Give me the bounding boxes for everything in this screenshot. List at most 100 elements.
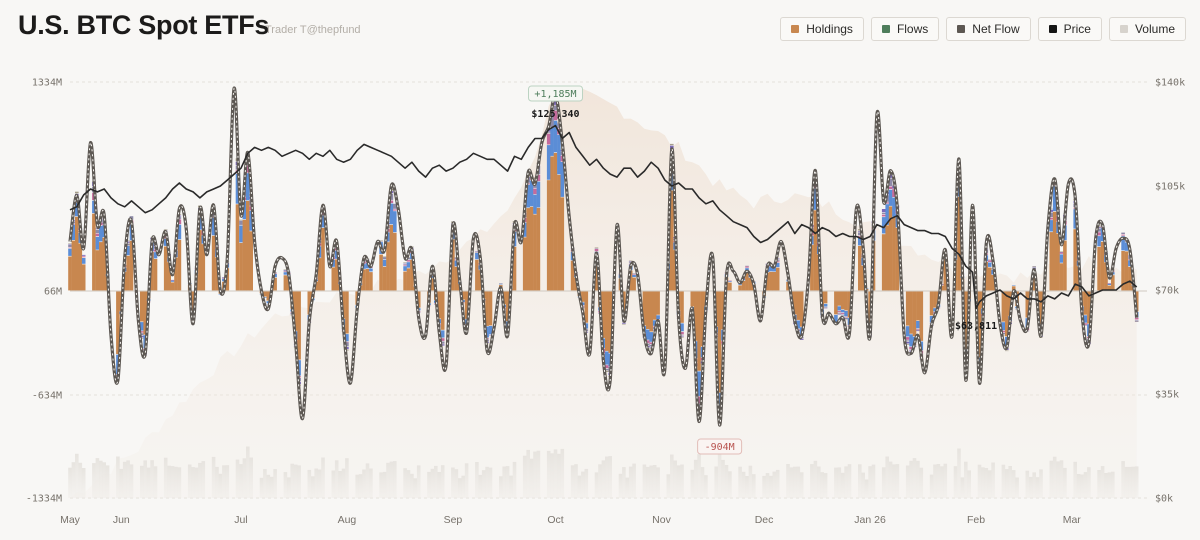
volume-bar (81, 468, 86, 498)
flow-bar-segment (78, 243, 83, 291)
flow-bar-segment (393, 203, 397, 209)
flow-bar-segment (1100, 241, 1105, 291)
flow-bar-segment (895, 227, 900, 291)
flow-bar-segment (813, 188, 818, 210)
legend-toggle-holdings[interactable]: Holdings (780, 17, 864, 41)
volume-bar (509, 475, 513, 498)
flow-bar-segment (1121, 232, 1125, 234)
volume-bar (810, 464, 814, 498)
volume-bar (1111, 471, 1115, 498)
flow-bar-segment (1049, 212, 1054, 217)
flow-bar-segment (334, 259, 339, 291)
volume-bar (652, 465, 657, 498)
volume-bar (406, 470, 411, 498)
flow-bar-segment (283, 270, 288, 271)
volume-bar (413, 478, 418, 498)
volume-bar (68, 467, 72, 498)
volume-bar (953, 466, 958, 498)
flow-bar-segment (881, 209, 886, 213)
flow-bar-segment (786, 281, 790, 291)
price-line-path (69, 124, 1138, 310)
flow-bar-segment (670, 190, 674, 291)
volume-bar (649, 465, 653, 498)
volume-bar (786, 464, 790, 498)
volume-bar (150, 460, 154, 498)
flow-bar-segment (594, 247, 599, 248)
flow-bar-segment (793, 291, 797, 315)
flow-bar-segment (892, 197, 896, 217)
min-price-label: $63,811 (955, 321, 997, 332)
volume-bar (382, 471, 387, 498)
volume-bar (75, 453, 79, 498)
flow-bar-segment (1134, 321, 1139, 322)
volume-bar (940, 466, 944, 498)
flow-bar-segment (382, 256, 387, 257)
flow-bar-segment (464, 291, 469, 319)
legend-label: Price (1063, 22, 1091, 36)
volume-bar (146, 467, 151, 498)
flow-bar-segment (92, 200, 96, 214)
volume-bar (1128, 466, 1132, 498)
legend-toggle-volume[interactable]: Volume (1108, 17, 1186, 41)
net-flow-curve-dash (69, 87, 1138, 426)
flow-bar-segment (263, 297, 267, 298)
flow-bar-segment (888, 206, 893, 291)
volume-bar (307, 469, 312, 498)
flow-bar-segment (1059, 252, 1064, 253)
flow-bar-segment (546, 132, 551, 134)
volume-bar (119, 468, 124, 498)
flow-bar-segment (1032, 273, 1036, 291)
legend-toggle-net-flow[interactable]: Net Flow (946, 17, 1031, 41)
volume-bar (331, 470, 336, 498)
flow-bar-segment (622, 324, 626, 325)
flow-bar-segment (81, 256, 86, 258)
volume-bar (1001, 464, 1006, 498)
flow-bar-segment (1121, 236, 1125, 251)
flow-bar-segment (81, 264, 86, 291)
volume-bar (163, 457, 168, 498)
legend-toggle-flows[interactable]: Flows (870, 17, 940, 41)
flow-bar-segment (345, 341, 349, 343)
flow-bar-segment (837, 311, 842, 313)
flow-bar-segment (844, 316, 848, 318)
volume-bar (546, 450, 551, 498)
flow-bar-segment (984, 261, 989, 291)
flow-bar-segment (389, 200, 394, 203)
flow-bar-segment (440, 291, 445, 330)
flow-bar-segment (68, 248, 72, 256)
price-line (69, 124, 1138, 310)
flow-bar-segment (717, 291, 722, 393)
flow-bar-segment (957, 197, 961, 291)
flow-bar-segment (858, 237, 862, 246)
volume-bar (847, 464, 852, 498)
volume-bar (246, 446, 250, 498)
flow-bar-segment (382, 259, 387, 267)
legend-toggle-price[interactable]: Price (1037, 17, 1102, 41)
flow-bar-segment (345, 342, 349, 347)
volume-bar (909, 460, 913, 498)
flow-bar-segment (283, 269, 288, 270)
flow-bar-segment (140, 335, 144, 338)
volume-bar (1025, 470, 1030, 498)
flow-bar-segment (649, 342, 653, 344)
flow-bar-segment (909, 349, 913, 351)
volume-bar (888, 461, 893, 498)
volume-bar (912, 458, 917, 498)
flow-bar-segment (605, 291, 609, 351)
volume-bar (311, 476, 315, 498)
flow-bar-segment (81, 254, 86, 256)
flow-bar-segment (916, 321, 920, 329)
volume-bar (861, 472, 865, 498)
flow-bar-segment (177, 239, 182, 291)
flow-bar-segment (382, 257, 387, 259)
volume-bar (844, 466, 848, 498)
left-axis-tick-label: 1334M (32, 78, 62, 89)
flow-bar-segment (475, 259, 479, 291)
volume-bar (1039, 469, 1043, 498)
volume-bar (478, 474, 483, 498)
flow-bar-segment (680, 335, 684, 337)
volume-bar (297, 465, 301, 498)
flow-bar-segment (249, 231, 253, 291)
flow-bar-segment (813, 210, 818, 291)
